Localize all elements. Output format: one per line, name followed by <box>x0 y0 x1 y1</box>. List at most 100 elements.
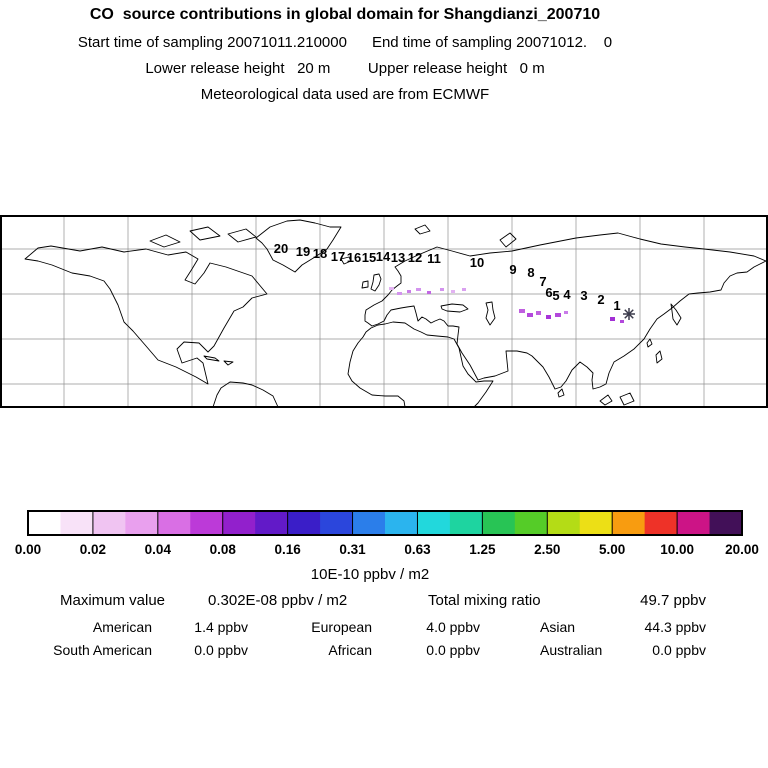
colorbar-tick-label: 10.00 <box>660 542 694 557</box>
trajectory-day-label: 6 <box>545 285 552 300</box>
colorbar-segment <box>28 511 62 535</box>
trajectory-day-label: 17 <box>331 249 345 264</box>
contribution-pixel <box>527 313 533 317</box>
colorbar-segment <box>60 511 94 535</box>
colorbar-tick-label: 1.25 <box>469 542 496 557</box>
colorbar-unit-label: 10E-10 ppbv / m2 <box>310 566 430 583</box>
contribution-pixel <box>519 309 525 313</box>
contribution-pixel <box>416 288 421 291</box>
max-value: 0.302E-08 ppbv / m2 <box>208 592 348 609</box>
colorbar-segment <box>417 511 451 535</box>
colorbar-tick-label: 0.08 <box>210 542 237 557</box>
colorbar: 0.00 0.02 0.04 0.08 0.16 0.31 0.63 1.25 2.50 5.00… <box>15 510 759 557</box>
contribution-pixel <box>427 291 431 294</box>
coastline-africa <box>347 321 494 408</box>
colorbar-tick-label: 5.00 <box>599 542 625 557</box>
contribution-pixel <box>462 288 466 291</box>
colorbar-segment <box>352 511 386 535</box>
max-value-label: Maximum value <box>60 592 166 609</box>
trajectory-day-label: 13 <box>391 250 405 265</box>
map-graticule <box>1 216 767 407</box>
trajectory-day-label: 9 <box>509 262 516 277</box>
coastline-south-america <box>212 381 279 408</box>
lakes-black-caspian-sea <box>440 301 496 326</box>
region-value: 0.0 ppbv <box>652 642 706 658</box>
colorbar-segment <box>677 511 711 535</box>
colorbar-segment <box>255 511 289 535</box>
trajectory-day-label: 3 <box>580 288 587 303</box>
contribution-pixel <box>389 287 394 290</box>
colorbar-segment <box>190 511 224 535</box>
colorbar-segment <box>482 511 516 535</box>
colorbar-border <box>27 510 743 536</box>
coastline-japan <box>670 303 682 326</box>
colorbar-tick-label: 2.50 <box>534 542 560 557</box>
contribution-pixel <box>564 311 568 314</box>
colorbar-segment <box>449 511 483 535</box>
trajectory-day-label: 11 <box>427 251 441 266</box>
coastline-britain <box>370 273 382 292</box>
region-value: 0.0 ppbv <box>426 642 480 658</box>
region-label: European <box>311 619 372 635</box>
colorbar-tick-label: 0.63 <box>404 542 431 557</box>
colorbar-segment <box>547 511 581 535</box>
trajectory-day-label: 19 <box>296 244 310 259</box>
plot-title: CO source contributions in global domain… <box>89 6 601 23</box>
contribution-pixel <box>440 288 444 291</box>
colorbar-segment <box>157 511 191 535</box>
contribution-pixel <box>451 290 455 293</box>
region-label: Australian <box>540 642 603 658</box>
trajectory-day-label: 20 <box>274 241 288 256</box>
colorbar-segment <box>514 511 548 535</box>
trajectory-day-label: 8 <box>527 265 534 280</box>
trajectory-day-label: 10 <box>470 255 484 270</box>
colorbar-segment <box>644 511 678 535</box>
total-mixing-value: 49.7 ppbv <box>640 592 706 609</box>
colorbar-segment <box>320 511 354 535</box>
region-label: Asian <box>540 619 576 635</box>
region-label: South American <box>53 642 152 658</box>
contribution-pixel <box>546 315 551 319</box>
trajectory-day-label: 14 <box>376 249 391 264</box>
meteo-source-line: Meteorological data used are from ECMWF <box>200 86 490 103</box>
colorbar-tick-label: 20.00 <box>725 542 759 557</box>
contribution-pixel <box>610 317 615 321</box>
sampling-times-line: Start time of sampling 20071011.210000 E… <box>77 34 613 51</box>
receptor-star-icon <box>623 308 635 320</box>
colorbar-segment <box>287 511 321 535</box>
coastline-arctic-islands <box>149 224 517 248</box>
contribution-pixel <box>407 290 411 293</box>
contribution-pixel <box>555 313 561 317</box>
colorbar-segment <box>222 511 256 535</box>
colorbar-segment <box>709 511 743 535</box>
trajectory-day-label: 15 <box>362 250 376 265</box>
contribution-pixel <box>620 320 624 323</box>
trajectory-day-label: 2 <box>597 292 604 307</box>
colorbar-tick-label: 0.04 <box>145 542 172 557</box>
release-heights-line: Lower release height 20 m Upper release … <box>145 60 545 77</box>
colorbar-tick-label: 0.02 <box>80 542 106 557</box>
trajectory-day-label: 16 <box>347 250 361 265</box>
region-value: 44.3 ppbv <box>644 619 707 635</box>
region-value: 1.4 ppbv <box>194 619 248 635</box>
total-mixing-label: Total mixing ratio <box>428 592 541 609</box>
colorbar-segment <box>612 511 646 535</box>
contribution-pixel <box>397 292 402 295</box>
trajectory-day-labels: 20 19 18 17 16 15 14 13 12 11 10 9 876 5 4 3 2 1 <box>274 241 621 313</box>
colorbar-segment <box>92 511 126 535</box>
world-map: 20 19 18 17 16 15 14 13 12 11 10 9 876 5 4 3 2 1 <box>0 215 768 408</box>
contribution-pixel <box>536 311 541 315</box>
coastline-eurasia <box>364 232 767 390</box>
map-border <box>0 215 768 408</box>
colorbar-segment <box>125 511 159 535</box>
region-value: 0.0 ppbv <box>194 642 248 658</box>
coastline-iceland <box>340 256 352 265</box>
trajectory-day-label: 4 <box>563 287 571 302</box>
region-label: African <box>328 642 372 658</box>
coastline-ireland <box>361 280 369 289</box>
contribution-pixels <box>389 287 624 323</box>
colorbar-tick-label: 0.31 <box>339 542 366 557</box>
trajectory-day-label: 7 <box>539 274 546 289</box>
trajectory-day-label: 1 <box>613 298 620 313</box>
trajectory-day-label: 5 <box>552 288 559 303</box>
